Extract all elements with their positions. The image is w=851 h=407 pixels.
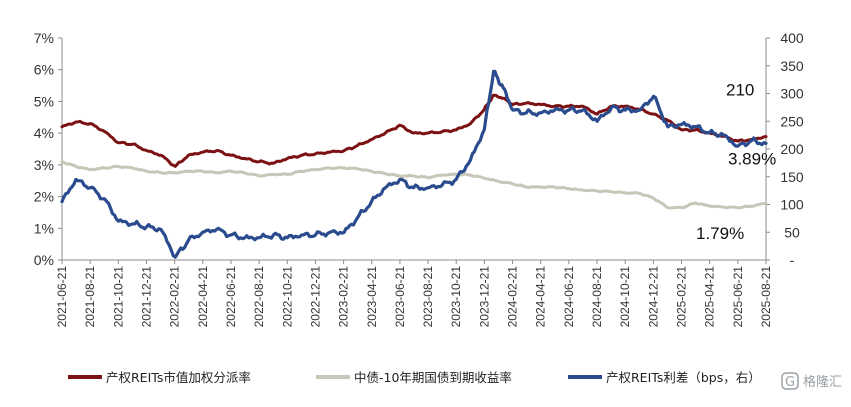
y-left-tick-label: 6% [34,62,54,78]
y-left-tick-label: 5% [34,93,54,109]
legend: 产权REITs市值加权分派率 中债-10年期国债到期收益率 产权REITs利差（bp… [68,370,761,385]
x-tick-label: 2024-04-21 [534,266,548,328]
x-tick-label: 2021-12-21 [139,266,153,328]
x-tick-label: 2021-10-21 [111,266,125,328]
annotation-label: 3.89% [728,150,776,169]
series-line-2 [60,69,768,259]
x-tick-label: 2021-08-21 [83,266,97,328]
x-tick-label: 2024-06-21 [562,266,576,328]
watermark-text: 格隆汇 [803,374,842,390]
legend-label-0: 产权REITs市值加权分派率 [106,370,251,385]
x-tick-label: 2024-02-21 [506,266,520,328]
x-tick-label: 2023-12-21 [477,266,491,328]
y-left-tick-label: 4% [34,125,54,141]
y-right-tick-label: 50 [784,224,800,240]
annotation-label: 210 [726,80,754,99]
series-line-0 [60,93,768,168]
y-right-tick-label: 200 [780,141,804,157]
series-line-1 [60,160,768,210]
y-left-tick-label: 1% [34,220,54,236]
x-tick-label: 2023-10-21 [449,266,463,328]
annotations: 210 3.89% 1.79% [696,80,776,243]
y-right-tick-label: 150 [780,169,804,185]
annotation-label: 1.79% [696,224,744,243]
x-tick-label: 2024-10-21 [618,266,632,328]
y-right-tick-label: - [790,252,795,268]
x-tick-label: 2022-12-21 [308,266,322,328]
x-tick-label: 2025-04-21 [703,266,717,328]
x-tick-label: 2025-06-21 [731,266,745,328]
x-tick-label: 2025-02-21 [675,266,689,328]
legend-label-1: 中债-10年期国债到期收益率 [354,370,512,385]
x-tick-label: 2023-04-21 [365,266,379,328]
y-left-tick-label: 0% [34,252,54,268]
y-right-tick-label: 300 [780,86,804,102]
x-tick-label: 2022-06-21 [224,266,238,328]
axes: 0% 1% 2% 3% 4% 5% 6% 7% - 50 100 150 200 250 300 350 400… [34,30,804,327]
watermark-logo-icon [781,372,799,390]
y-right-tick-label: 350 [780,58,804,74]
x-tick-label: 2022-04-21 [196,266,210,328]
y-left-tick-label: 2% [34,189,54,205]
y-left-tick-label: 3% [34,157,54,173]
x-tick-label: 2023-08-21 [421,266,435,328]
x-tick-label: 2024-08-21 [590,266,604,328]
y-right-tick-label: 250 [780,113,804,129]
x-tick-label: 2022-02-21 [168,266,182,328]
x-tick-label: 2022-10-21 [280,266,294,328]
x-tick-label: 2021-06-21 [55,266,69,328]
x-tick-label: 2023-06-21 [393,266,407,328]
x-tick-label: 2023-02-21 [337,266,351,328]
plot-series [60,69,768,259]
x-tick-label: 2024-12-21 [646,266,660,328]
y-right-tick-label: 400 [780,30,804,46]
watermark-logo-glyph: G [785,375,795,390]
y-right-tick-label: 100 [780,197,804,213]
watermark: G 格隆汇 [781,372,842,390]
x-tick-label: 2025-08-21 [759,266,773,328]
x-tick-label: 2022-08-21 [252,266,266,328]
y-left-tick-label: 7% [34,30,54,46]
legend-label-2: 产权REITs利差（bps，右） [606,370,761,385]
